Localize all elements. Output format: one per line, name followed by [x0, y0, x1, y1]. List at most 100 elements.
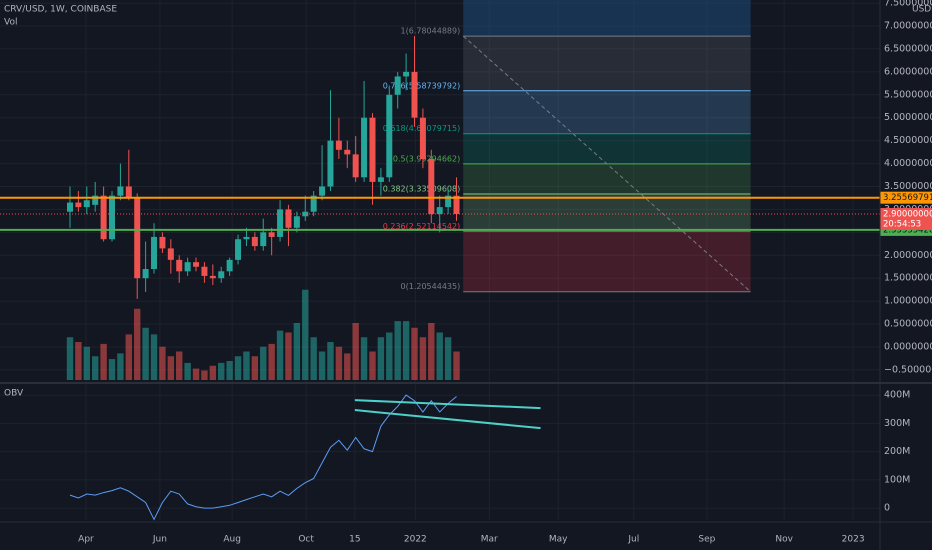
- volume-bar: [201, 370, 208, 380]
- price-tick-label: −0.50000000: [884, 364, 932, 375]
- volume-bar: [176, 351, 183, 380]
- volume-bar: [134, 308, 141, 380]
- volume-bar: [377, 337, 385, 380]
- obv-line: [69, 394, 457, 521]
- volume-bar: [142, 327, 149, 380]
- time-tick-label: 15: [349, 535, 360, 545]
- price-tick-label: 0.00000000: [884, 341, 932, 352]
- candle-body: [361, 117, 368, 178]
- candle-body: [352, 154, 359, 178]
- candle-body: [151, 236, 158, 270]
- fib-band: [463, 36, 751, 91]
- time-tick-label: Mar: [481, 535, 498, 545]
- fib-label: 1(6.78044889): [401, 27, 461, 36]
- obv-label[interactable]: OBV: [4, 389, 24, 399]
- volume-bar: [436, 332, 443, 380]
- price-tag: [880, 208, 932, 231]
- time-tick-label: Apr: [78, 535, 94, 545]
- price-tick-label: 4.50000000: [884, 135, 932, 146]
- volume-bar: [411, 327, 418, 380]
- price-tick-label: 7.50000000: [884, 0, 932, 9]
- candle-body: [302, 211, 309, 217]
- fib-label: 0.5(3.99294662): [393, 154, 460, 163]
- volume-bar: [83, 346, 90, 380]
- price-tick-label: 5.50000000: [884, 89, 932, 100]
- fib-band: [463, 194, 751, 232]
- fib-trend: [462, 35, 751, 293]
- volume-bar: [234, 356, 242, 380]
- price-tick-label: 6.50000000: [884, 43, 932, 54]
- price-tag-label: 2.90000000: [883, 210, 932, 220]
- candle-body: [260, 232, 267, 247]
- obv-tick-label: 400M: [884, 390, 910, 401]
- volume-bar: [419, 337, 427, 380]
- price-tag-label: 3.25569791: [883, 193, 932, 203]
- volume-label[interactable]: Vol: [4, 18, 17, 28]
- candle-body: [66, 202, 73, 212]
- volume-bar: [226, 361, 233, 380]
- volume-bar: [117, 353, 124, 380]
- candle-body: [335, 140, 342, 150]
- price-tick-label: 7.00000000: [884, 20, 932, 31]
- candle-body: [319, 186, 326, 196]
- candle-body: [134, 197, 141, 279]
- price-tick-label: 5.00000000: [884, 112, 932, 123]
- candle-body: [411, 71, 418, 118]
- trendline: [354, 399, 541, 410]
- candle-body: [83, 200, 90, 208]
- volume-bar: [150, 334, 158, 380]
- time-tick-label: 2023: [842, 535, 865, 545]
- fib-label: 0.236(2.52114542): [383, 222, 461, 231]
- price-tick-label: 0.50000000: [884, 319, 932, 330]
- volume-bar: [125, 334, 133, 380]
- obv-tick-label: 0: [884, 503, 890, 514]
- candle-body: [142, 269, 149, 279]
- candle-body: [125, 186, 132, 198]
- candle-body: [428, 158, 435, 215]
- candle-body: [75, 202, 82, 208]
- fib-band: [463, 90, 751, 134]
- volume-bar: [92, 356, 99, 380]
- candle-body: [235, 239, 242, 260]
- volume-bar: [184, 362, 191, 380]
- time-tick-label: Jul: [627, 535, 639, 545]
- candle-body: [193, 262, 200, 267]
- volume-bar: [268, 343, 275, 380]
- time-tick-label: Oct: [298, 535, 314, 545]
- candle-body: [453, 195, 460, 215]
- time-tick-label: Jun: [152, 535, 167, 545]
- obv-tick-label: 100M: [884, 474, 910, 485]
- candle-body: [419, 117, 426, 159]
- fib-band: [463, 231, 751, 292]
- price-tick-label: 2.00000000: [884, 250, 932, 261]
- volume-bar: [327, 342, 334, 380]
- price-tick-label: 1.00000000: [884, 296, 932, 307]
- volume-bar: [218, 362, 225, 380]
- volume-bar: [352, 323, 359, 380]
- fib-label: 0(1.20544435): [401, 282, 461, 291]
- volume-bar: [302, 289, 309, 380]
- volume-bar: [243, 351, 250, 380]
- trendline: [354, 409, 541, 430]
- volume-bar: [360, 337, 368, 380]
- candle-body: [285, 209, 292, 228]
- candle-body: [436, 207, 443, 215]
- volume-bar: [402, 321, 410, 380]
- price-tag-label: 2.55355428: [883, 225, 932, 235]
- volume-bar: [192, 368, 200, 380]
- volume-bar: [293, 323, 301, 380]
- volume-bar: [209, 365, 217, 380]
- candle-body: [226, 259, 233, 272]
- candle-body: [403, 71, 410, 77]
- volume-bar: [167, 356, 175, 380]
- candle-body: [394, 76, 401, 95]
- time-tick-label: Nov: [775, 535, 793, 545]
- candle-body: [167, 248, 174, 260]
- symbol-title[interactable]: CRV/USD, 1W, COINBASE: [4, 5, 117, 15]
- volume-bar: [285, 332, 292, 380]
- candle-body: [159, 236, 166, 249]
- countdown: 20:54:53: [883, 220, 921, 230]
- volume-bar: [344, 353, 351, 380]
